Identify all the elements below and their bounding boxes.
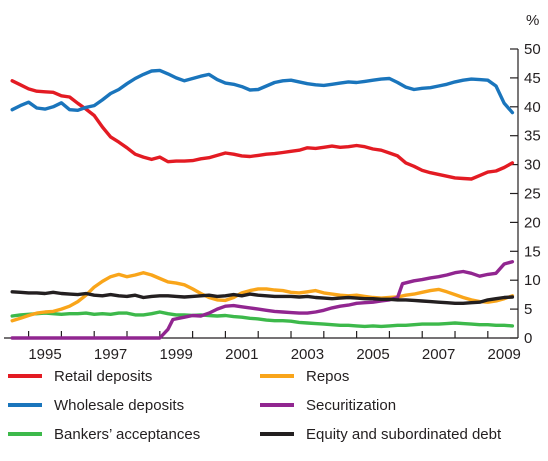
y-tick-label: 30	[524, 157, 541, 174]
legend-label: Repos	[306, 367, 350, 385]
series-line-bankers-acceptances	[10, 310, 515, 329]
y-tick-label: 35	[524, 128, 541, 145]
legend-swatch	[8, 403, 42, 407]
y-tick-label: 0	[524, 330, 532, 347]
legend-label: Wholesale deposits	[54, 396, 185, 414]
legend-swatch	[260, 403, 294, 407]
y-axis-unit-label: %	[526, 12, 539, 29]
y-tick-label: 25	[524, 186, 541, 203]
x-tick-label: 1997	[94, 346, 127, 363]
chart-series	[10, 68, 515, 340]
chart-legend: Retail deposits Repos Wholesale deposits…	[0, 355, 548, 461]
legend-item-repos: Repos	[260, 365, 349, 387]
y-tick-label: 50	[524, 41, 541, 58]
legend-label: Equity and subordinated debt	[306, 425, 502, 443]
y-tick-label: 5	[524, 301, 532, 318]
series-line-securitization	[10, 260, 515, 340]
legend-swatch	[260, 432, 294, 436]
legend-item-wholesale-deposits: Wholesale deposits	[8, 394, 184, 416]
series-line-wholesale-deposits	[10, 68, 515, 115]
chart-axes: 0 5 10 15 20 25 30 35 40 45 50 1995 1997 1999 2001 2003…	[4, 41, 541, 363]
legend-label: Securitization	[306, 396, 397, 414]
x-tick-label: 2003	[291, 346, 324, 363]
legend-swatch	[8, 374, 42, 378]
x-tick-label: 2005	[356, 346, 389, 363]
x-tick-label: 1999	[160, 346, 193, 363]
series-line-retail-deposits	[10, 79, 515, 181]
legend-label: Retail deposits	[54, 367, 153, 385]
x-tick-label: 2007	[422, 346, 455, 363]
series-line-equity-and-subordinated-debt	[10, 290, 515, 305]
legend-label: Bankers’ acceptances	[54, 425, 201, 443]
legend-item-retail-deposits: Retail deposits	[8, 365, 152, 387]
series-line-repos	[10, 271, 515, 323]
legend-item-bankers-acceptances: Bankers’ acceptances	[8, 423, 200, 445]
legend-item-equity-subordinated-debt: Equity and subordinated debt	[260, 423, 501, 445]
y-tick-label: 40	[524, 99, 541, 116]
x-tick-label: 1995	[28, 346, 61, 363]
y-tick-label: 20	[524, 214, 541, 231]
y-tick-label: 15	[524, 243, 541, 260]
x-tick-label: 2001	[225, 346, 258, 363]
legend-item-securitization: Securitization	[260, 394, 396, 416]
y-tick-label: 45	[524, 70, 541, 87]
legend-swatch	[260, 374, 294, 378]
x-tick-label: 2009	[488, 346, 521, 363]
legend-swatch	[8, 432, 42, 436]
y-tick-label: 10	[524, 272, 541, 289]
